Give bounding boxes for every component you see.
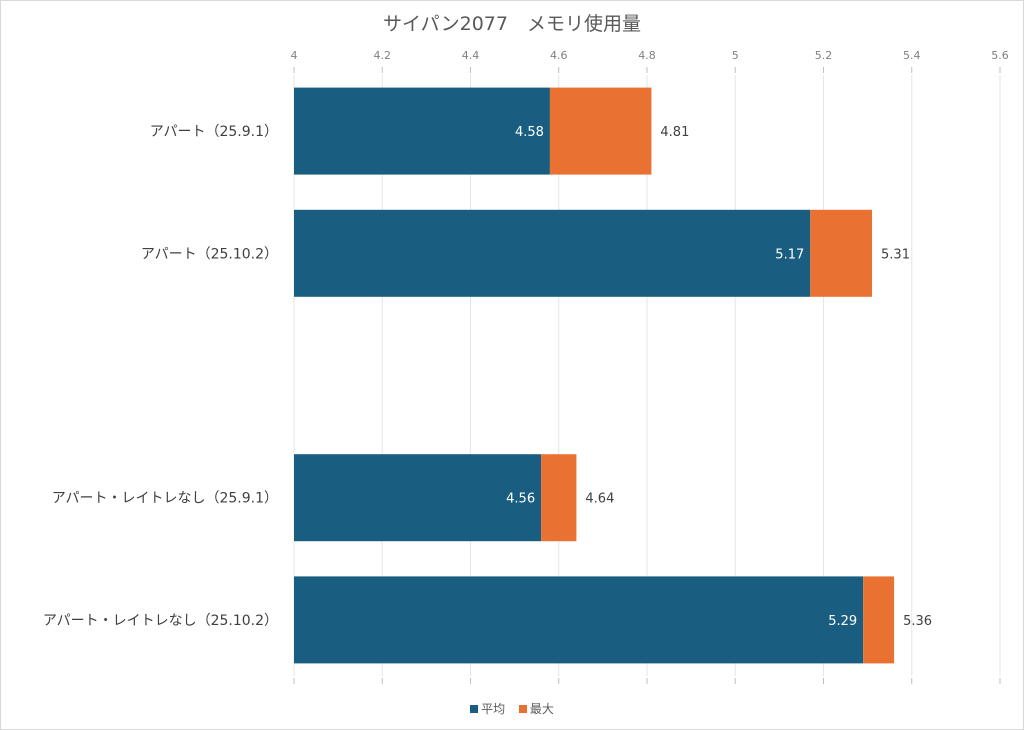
legend-label-avg: 平均 xyxy=(481,702,506,716)
data-label-maximum: 4.81 xyxy=(660,125,689,140)
x-tick-label: 4.8 xyxy=(638,49,656,62)
legend-item-max: 最大 xyxy=(518,700,554,717)
legend-item-avg: 平均 xyxy=(470,700,505,717)
chart-title: サイパン2077 メモリ使用量 xyxy=(383,13,641,35)
bar-average xyxy=(294,576,864,664)
x-tick-label: 4.6 xyxy=(550,49,568,62)
legend-label-max: 最大 xyxy=(529,702,554,716)
category-label: アパート・レイトレなし（25.9.1） xyxy=(52,491,278,507)
data-label-average: 5.17 xyxy=(775,247,804,262)
category-label: アパート（25.10.2） xyxy=(141,246,278,262)
bar-maximum xyxy=(863,576,895,664)
bar-maximum xyxy=(810,209,873,297)
category-label: アパート・レイトレなし（25.10.2） xyxy=(43,613,278,629)
category-label: アパート（25.9.1） xyxy=(150,124,278,140)
bar-average xyxy=(294,87,550,175)
data-label-average: 5.29 xyxy=(828,614,857,629)
bar-maximum xyxy=(549,87,652,175)
data-label-maximum: 5.36 xyxy=(903,614,932,629)
bar-average xyxy=(294,454,542,542)
x-tick-label: 4 xyxy=(291,49,298,62)
data-label-maximum: 4.64 xyxy=(585,492,614,507)
x-tick-label: 4.4 xyxy=(462,49,480,62)
data-label-maximum: 5.31 xyxy=(881,247,910,262)
legend-swatch-avg xyxy=(470,704,479,713)
legend: 平均 最大 xyxy=(0,700,1024,717)
x-tick-label: 4.2 xyxy=(374,49,392,62)
x-tick-label: 5.4 xyxy=(903,49,921,62)
data-label-average: 4.56 xyxy=(506,492,535,507)
legend-swatch-max xyxy=(518,704,527,713)
x-tick-label: 5.6 xyxy=(991,49,1009,62)
bar-average xyxy=(294,209,811,297)
data-label-average: 4.58 xyxy=(515,125,544,140)
bar-maximum xyxy=(541,454,577,542)
x-tick-label: 5.2 xyxy=(815,49,833,62)
x-tick-label: 5 xyxy=(732,49,739,62)
